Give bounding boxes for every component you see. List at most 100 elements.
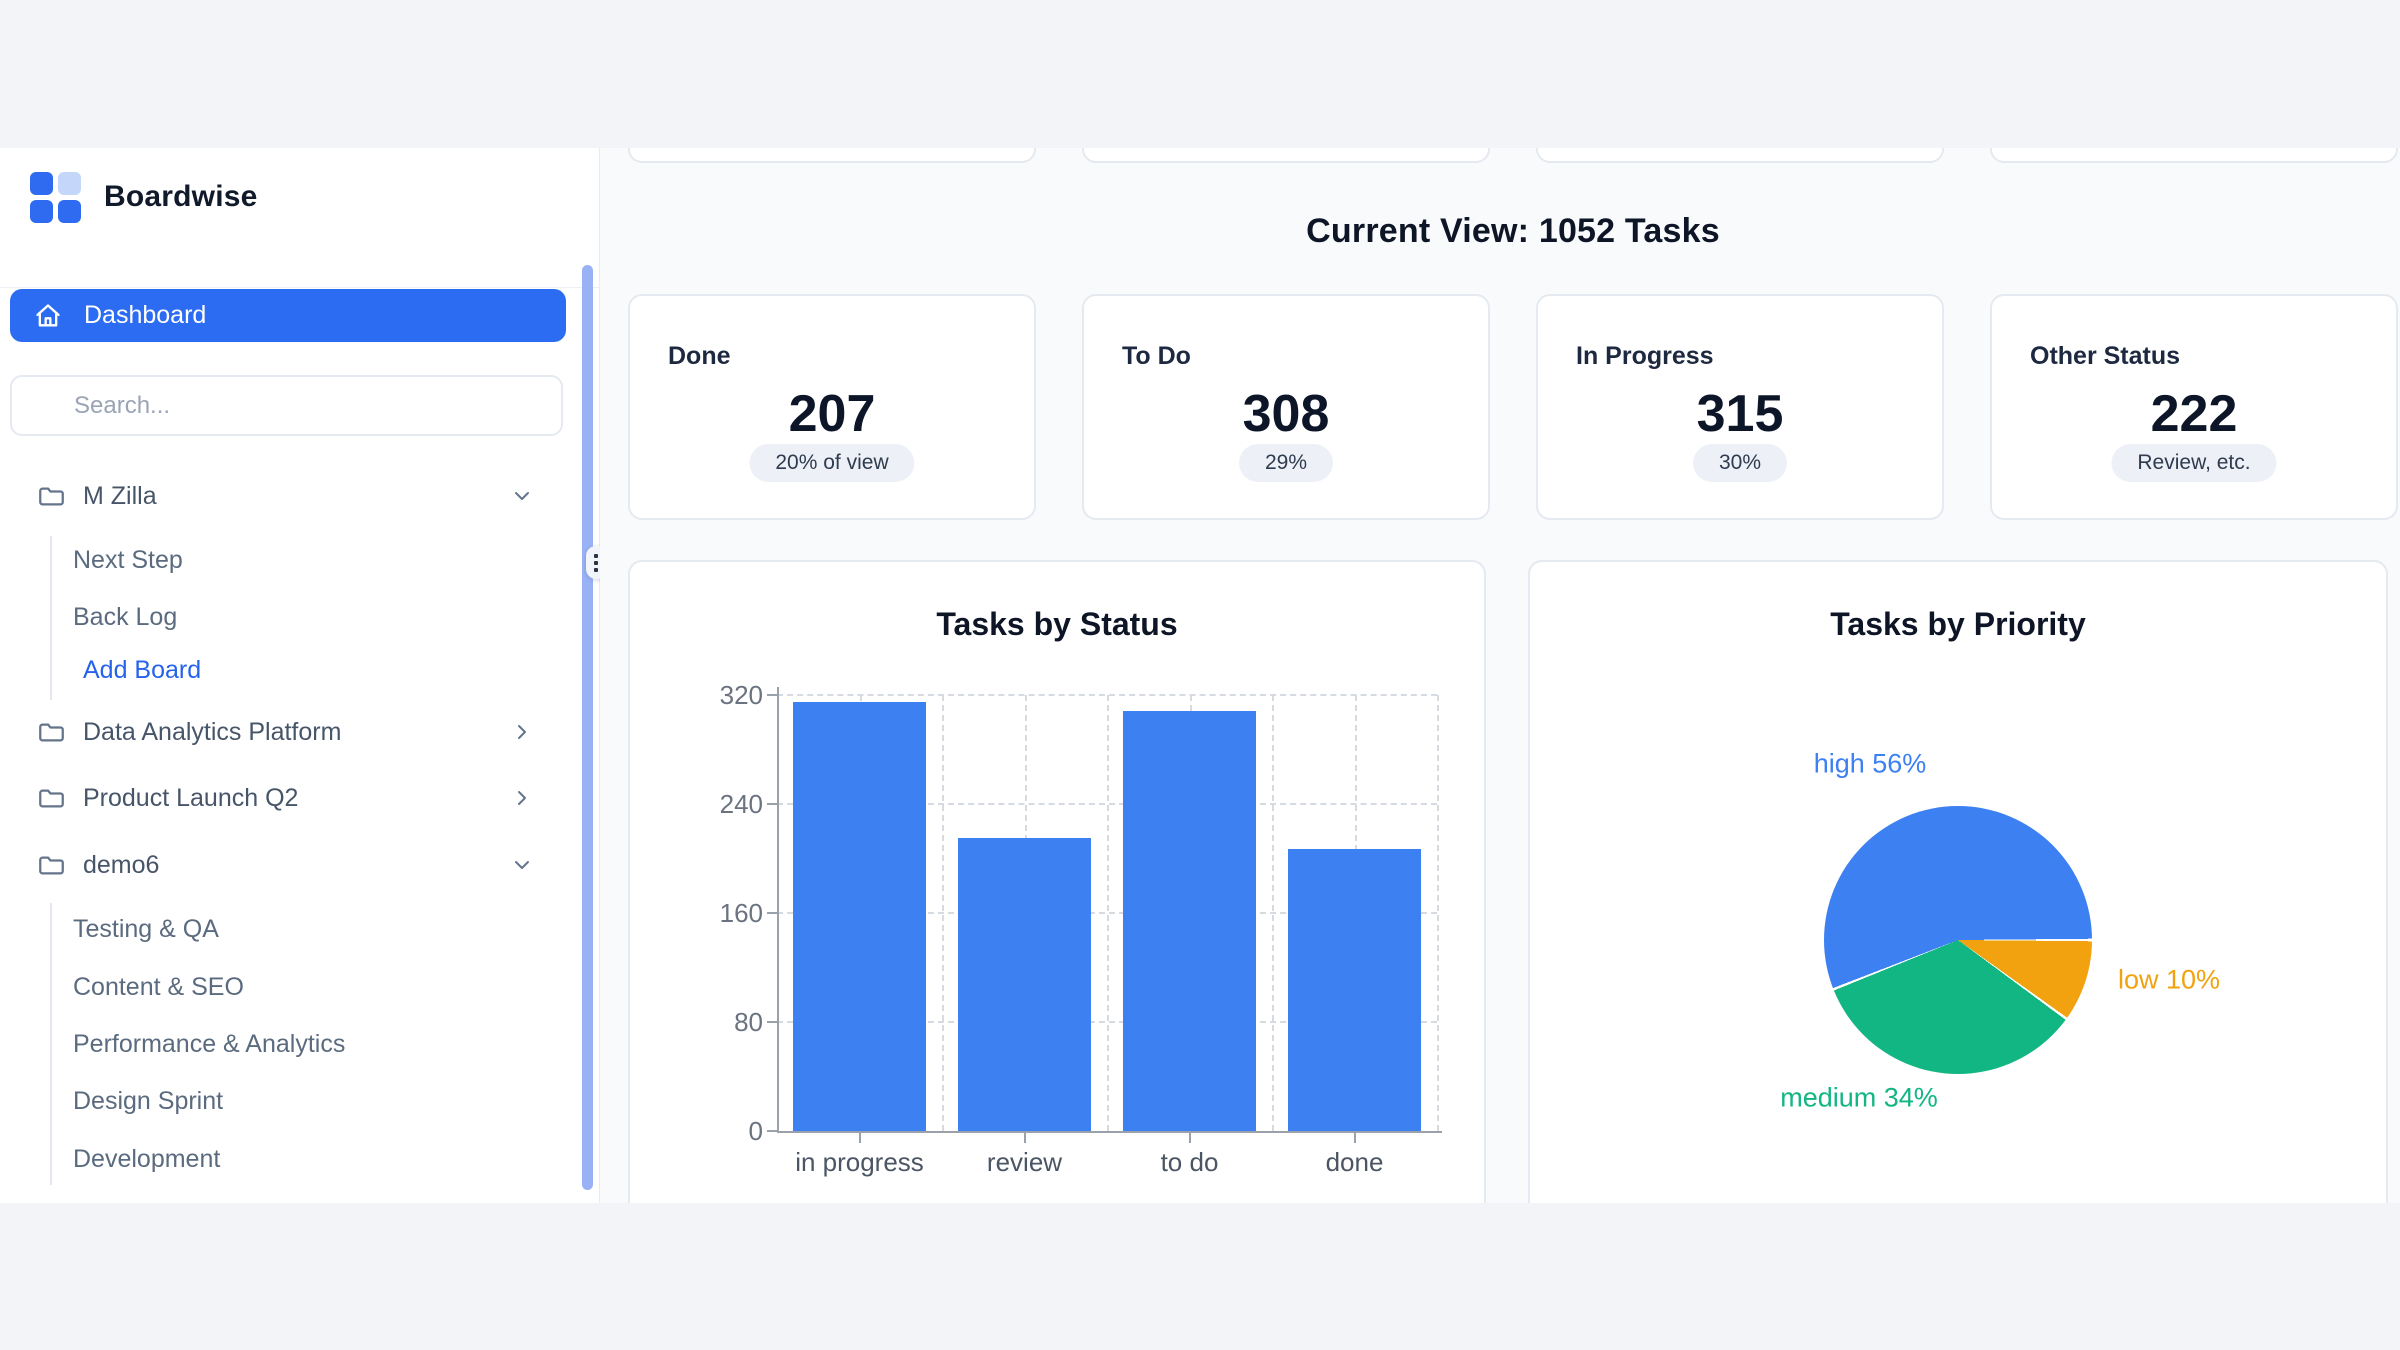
stat-badge: Review, etc. <box>2111 444 2277 482</box>
top-card-partial <box>1082 148 1490 163</box>
add-board-link[interactable]: Add Board <box>83 648 201 692</box>
y-tick-mark <box>767 803 777 805</box>
pie-label-high: high 56% <box>1813 748 1927 779</box>
project-label: Product Launch Q2 <box>83 783 299 812</box>
current-view-heading: Current View: 1052 Tasks <box>1306 212 1720 250</box>
bar-review <box>958 838 1091 1131</box>
top-card-partial <box>1536 148 1944 163</box>
stat-value: 315 <box>1696 385 1784 443</box>
stat-badge: 30% <box>1692 444 1788 482</box>
top-card-partial <box>628 148 1036 163</box>
chevron-right-icon[interactable] <box>510 786 534 810</box>
board-label: Next Step <box>73 545 183 574</box>
bar-in-progress <box>793 701 926 1131</box>
y-tick-mark <box>767 694 777 696</box>
x-tick-mark <box>1023 1133 1026 1143</box>
logo-square <box>30 200 53 223</box>
project-label: M Zilla <box>83 481 157 510</box>
x-axis-line <box>777 1131 1442 1133</box>
sidebar-item-testing-qa[interactable]: Testing & QA <box>73 907 219 951</box>
stat-value: 207 <box>788 385 876 443</box>
project-label: Data Analytics Platform <box>83 717 342 746</box>
sidebar-item-back-log[interactable]: Back Log <box>73 595 177 639</box>
sidebar-item-design-sprint[interactable]: Design Sprint <box>73 1079 223 1123</box>
folder-icon <box>38 719 65 746</box>
pie-label-medium: medium 34% <box>1780 1082 1938 1113</box>
board-label: Testing & QA <box>73 914 219 943</box>
sidebar-item-demo6[interactable]: demo6 <box>10 839 566 891</box>
tree-indent-line <box>50 536 52 700</box>
h-gridline <box>777 912 1437 914</box>
stat-value: 222 <box>2150 385 2238 443</box>
dashboard-button[interactable]: Dashboard <box>10 289 566 342</box>
search-input[interactable] <box>10 375 563 436</box>
h-gridline <box>777 803 1437 805</box>
board-label: Content & SEO <box>73 972 244 1001</box>
sidebar-item-performance-analytics[interactable]: Performance & Analytics <box>73 1022 345 1066</box>
folder-icon <box>38 483 65 510</box>
x-tick-mark <box>858 1133 861 1143</box>
sidebar-item-development[interactable]: Development <box>73 1137 220 1181</box>
stat-card-in-progress: In Progress 315 30% <box>1536 294 1944 520</box>
pie-circle <box>1824 806 2092 1074</box>
pie-chart: high 56% medium 34% low 10% <box>1530 562 2386 1203</box>
board-label: Performance & Analytics <box>73 1029 346 1058</box>
stat-value: 308 <box>1242 385 1330 443</box>
stat-badge: 20% of view <box>749 444 915 482</box>
folder-icon <box>38 785 65 812</box>
y-tick-label: 80 <box>734 1007 763 1037</box>
main-content: Current View: 1052 Tasks Done 207 20% of… <box>600 148 2400 1203</box>
y-tick-label: 320 <box>719 680 763 710</box>
stat-label: Other Status <box>2030 342 2181 370</box>
bar-chart: 0 80 160 240 320 in progress review to do done <box>630 562 1484 1203</box>
tasks-by-priority-card: Tasks by Priority high 56% medium 34% low … <box>1528 560 2388 1203</box>
sidebar: Boardwise Dashboard M Zilla Next Step Ba… <box>0 148 600 1203</box>
sidebar-item-next-step[interactable]: Next Step <box>73 538 183 582</box>
board-label: Development <box>73 1144 221 1173</box>
home-icon <box>36 303 60 326</box>
sidebar-item-data-analytics-platform[interactable]: Data Analytics Platform <box>10 706 566 758</box>
y-tick-mark <box>767 1021 777 1023</box>
stat-card-other-status: Other Status 222 Review, etc. <box>1990 294 2398 520</box>
sidebar-scrollbar-thumb[interactable] <box>582 265 593 1190</box>
x-category-label: in progress <box>795 1147 924 1177</box>
y-tick-mark <box>767 912 777 914</box>
tasks-by-status-card: Tasks by Status 0 80 160 240 320 in progress r… <box>628 560 1486 1203</box>
logo-square <box>58 172 81 195</box>
stat-badge: 29% <box>1238 444 1334 482</box>
boardwise-logo-icon <box>30 172 81 223</box>
logo-row: Boardwise <box>0 148 599 288</box>
pie-chart-title: Tasks by Priority <box>1830 606 2086 642</box>
sidebar-item-m-zilla[interactable]: M Zilla <box>10 470 566 522</box>
stat-card-done: Done 207 20% of view <box>628 294 1036 520</box>
x-category-label: done <box>1325 1147 1384 1177</box>
x-tick-mark <box>1188 1133 1191 1143</box>
bar-chart-title: Tasks by Status <box>936 606 1178 642</box>
h-gridline <box>777 1021 1437 1023</box>
y-axis-line <box>777 687 779 1131</box>
add-board-label: Add Board <box>83 655 202 684</box>
folder-icon <box>38 852 65 879</box>
stat-label: To Do <box>1122 342 1191 370</box>
bar-done <box>1288 848 1421 1131</box>
chevron-down-icon[interactable] <box>510 853 534 877</box>
logo-square <box>30 172 53 195</box>
x-category-label: review <box>986 1147 1063 1177</box>
stat-card-to-do: To Do 308 29% <box>1082 294 1490 520</box>
top-card-partial <box>1990 148 2398 163</box>
stat-label: In Progress <box>1576 342 1714 370</box>
y-tick-mark <box>767 1130 777 1132</box>
sidebar-item-content-seo[interactable]: Content & SEO <box>73 965 244 1009</box>
x-category-label: to do <box>1160 1147 1219 1177</box>
stat-label: Done <box>668 342 731 370</box>
sidebar-item-product-launch-q2[interactable]: Product Launch Q2 <box>10 772 566 824</box>
logo-square <box>58 200 81 223</box>
chevron-right-icon[interactable] <box>510 720 534 744</box>
v-gridline <box>1437 695 1439 1131</box>
bar-to-do <box>1123 711 1256 1131</box>
project-label: demo6 <box>83 850 160 879</box>
board-label: Back Log <box>73 602 178 631</box>
chevron-down-icon[interactable] <box>510 484 534 508</box>
x-tick-mark <box>1353 1133 1356 1143</box>
brand-name: Boardwise <box>104 180 258 213</box>
